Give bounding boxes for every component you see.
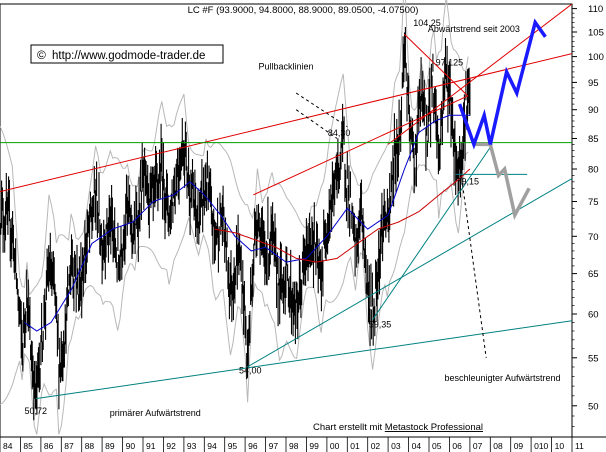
y-tick-label: 95: [588, 78, 599, 89]
x-tick-label: 05: [432, 441, 442, 451]
red-outer-channel: [387, 4, 572, 145]
x-tick-label: 03: [391, 441, 401, 451]
x-tick-label: 85: [23, 441, 33, 451]
x-tick-label: 01: [350, 441, 360, 451]
y-tick-label: 75: [588, 197, 599, 208]
red-pullback-top: [404, 34, 469, 97]
price-bars: [0, 27, 471, 421]
x-tick-label: 92: [166, 441, 176, 451]
annotations: 50,72 54,00 59,35 84,30 104,25 97,125 79,15 Pul…: [25, 18, 561, 418]
y-tick-label: 70: [588, 232, 599, 243]
chart-title: LC #F (93.9000, 94.8000, 88.9000, 89.050…: [188, 5, 419, 16]
red-pullback-left: [253, 95, 469, 196]
x-tick-label: 11: [575, 441, 584, 451]
watermark-box: [30, 44, 224, 64]
x-tick-label: 84: [3, 441, 13, 451]
x-tick-label: 87: [64, 441, 74, 451]
x-tick-label: 98: [289, 441, 299, 451]
x-tick-label: 00: [330, 441, 340, 451]
y-tick-label: 105: [588, 28, 604, 39]
annotation-low_2006: 79,15: [457, 176, 480, 186]
x-tick-label: 86: [44, 441, 54, 451]
annotation-downtrend_label: Abwärtstrend seit 2003: [428, 24, 520, 34]
x-tick-label: 04: [412, 441, 422, 451]
x-tick-label: 99: [309, 441, 319, 451]
x-tick-label: 06: [452, 441, 462, 451]
x-tick-label: 09: [514, 441, 524, 451]
x-tick-label: 07: [473, 441, 483, 451]
pullback-pointer-2: [295, 109, 338, 139]
credit-prefix: Chart erstellt mit: [313, 422, 385, 433]
accel-pointer: [461, 178, 487, 358]
y-tick-label: 65: [588, 269, 599, 280]
x-tick-label: 08: [493, 441, 503, 451]
x-tick-label: 93: [187, 441, 197, 451]
pullback-pointer-1: [295, 92, 348, 128]
x-axis: 84 85 86 87 88 89 90 91 92 93 94 95 96 97 98 99 00 01 02 03…: [0, 436, 606, 452]
primary-uptrend: [35, 320, 572, 400]
envelope-lower: [0, 151, 469, 435]
watermark-text: http://www.godmode-trader.de: [52, 50, 205, 62]
watermark: © http://www.godmode-trader.de: [30, 44, 224, 64]
annotation-accel_label: beschleunigter Aufwärtstrend: [444, 373, 560, 383]
moving-average-blue: [24, 114, 470, 332]
accelerated-uptrend: [246, 178, 572, 368]
annotation-low_2002: 59,35: [369, 320, 392, 330]
x-tick-label: 95: [228, 441, 238, 451]
y-tick-label: 100: [588, 52, 604, 63]
annotation-pullback_label: Pullbacklinien: [258, 61, 313, 71]
x-tick-label: 94: [207, 441, 217, 451]
x-tick-label: 90: [126, 441, 136, 451]
chart-credit: Chart erstellt mit Metastock Professiona…: [313, 422, 483, 433]
trend-2002-2006: [372, 144, 493, 320]
annotation-high_2006: 97,125: [436, 58, 464, 68]
annotation-low_1985: 50,72: [25, 406, 48, 416]
projection-grey: [473, 142, 531, 221]
x-tick-label: 02: [371, 441, 381, 451]
envelope-upper: [0, 0, 469, 296]
moving-average-red: [214, 168, 471, 263]
annotation-high_1993: 84,30: [328, 128, 351, 138]
annotation-high_2003: 104,25: [413, 18, 441, 28]
y-tick-label: 55: [588, 353, 599, 364]
projection-blue: [457, 18, 547, 150]
x-tick-label: 91: [146, 441, 156, 451]
y-tick-label: 50: [588, 401, 599, 412]
x-tick-label: 88: [85, 441, 95, 451]
x-tick-label: 96: [248, 441, 258, 451]
copyright-icon: ©: [37, 48, 46, 62]
y-tick-label: 90: [588, 105, 599, 116]
x-tick-label: 010: [534, 441, 548, 451]
y-tick-label: 80: [588, 165, 599, 176]
annotation-primary_label: primärer Aufwärtstrend: [110, 408, 201, 418]
x-tick-label: 97: [269, 441, 279, 451]
annotation-low_1996: 54,00: [239, 366, 262, 376]
y-tick-label: 85: [588, 134, 599, 145]
x-tick-label: 89: [105, 441, 115, 451]
credit-link: Metastock Professional: [385, 422, 483, 433]
x-tick-label: 10: [555, 441, 565, 451]
trend-lines: [0, 4, 572, 400]
y-axis: 50 55 60 65 70 75 80 85 90 95 100 105 110: [572, 4, 604, 427]
y-tick-label: 110: [588, 4, 603, 15]
y-tick-label: 60: [588, 310, 599, 321]
